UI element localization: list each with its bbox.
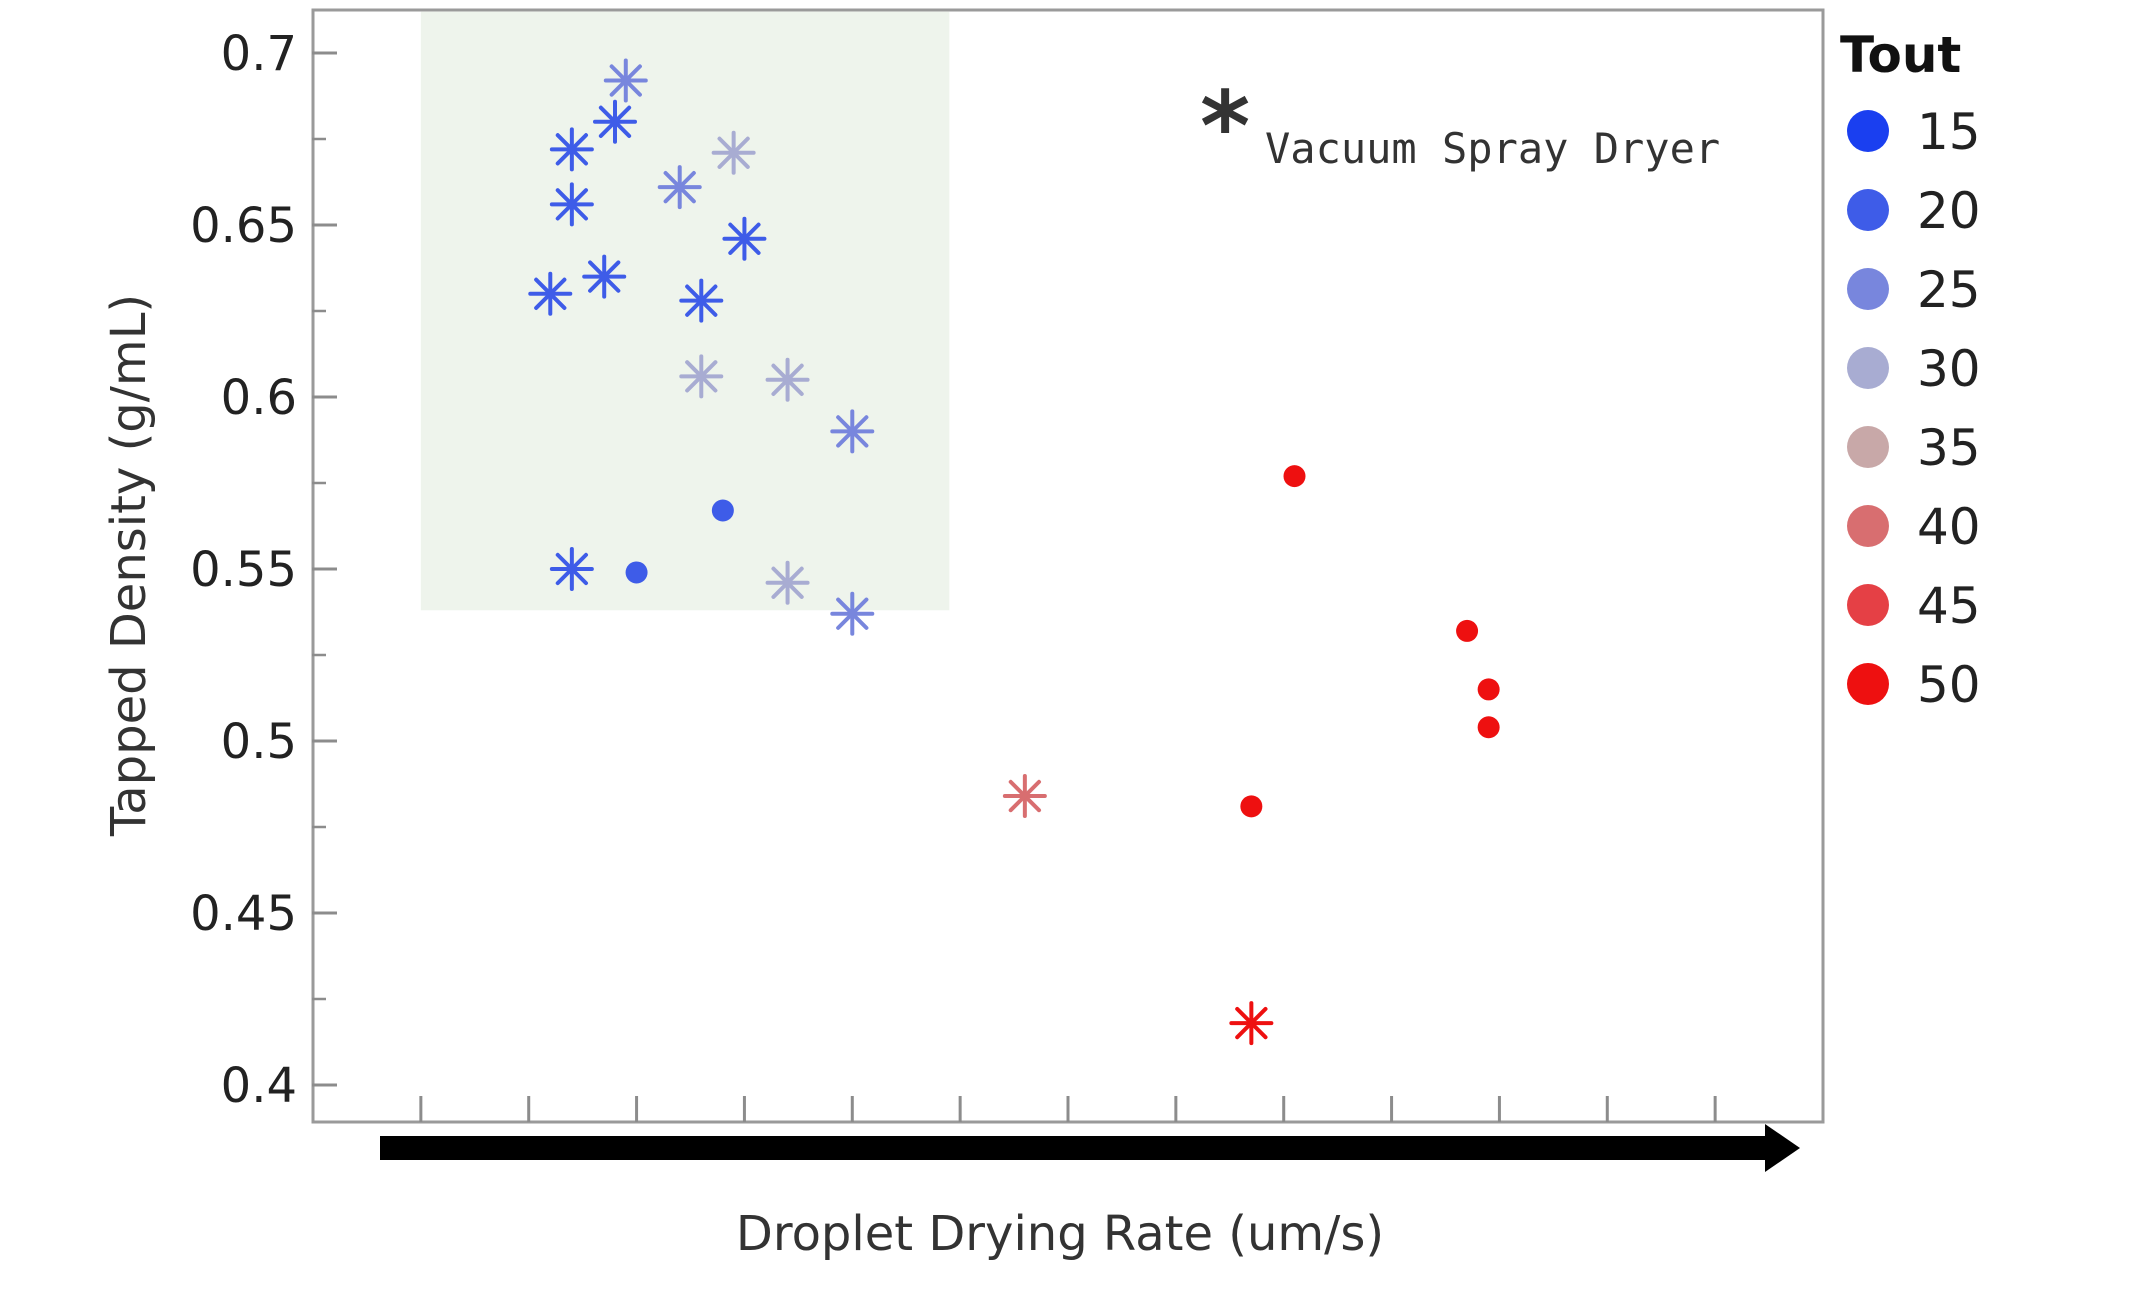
data-point-star xyxy=(528,271,573,316)
legend-label: 50 xyxy=(1917,656,1981,714)
legend-label: 30 xyxy=(1917,340,1981,398)
legend: Tout 15 20 25 30 35 40 45 50 xyxy=(1840,26,1981,714)
legend-label: 15 xyxy=(1917,103,1981,161)
y-tick-label: 0.65 xyxy=(190,198,297,254)
marker-note-symbol: * xyxy=(1200,71,1250,183)
star-stroke xyxy=(836,415,869,448)
y-axis: 0.4 0.45 0.5 0.55 0.6 0.65 0.7 xyxy=(190,26,337,1114)
legend-swatch xyxy=(1847,584,1889,626)
star-stroke xyxy=(771,363,804,396)
data-point-circle xyxy=(1477,678,1500,701)
legend-label: 20 xyxy=(1917,182,1981,240)
legend-swatch xyxy=(1847,189,1889,231)
star-stroke xyxy=(609,64,642,97)
data-point-circle xyxy=(1240,795,1263,818)
star-stroke xyxy=(555,188,588,221)
data-point-star xyxy=(582,254,627,299)
direction-arrow-shaft xyxy=(380,1136,1770,1160)
star-stroke xyxy=(836,597,869,630)
data-point-star xyxy=(1002,774,1047,819)
data-point-star xyxy=(722,216,767,261)
legend-label: 35 xyxy=(1917,419,1981,477)
x-axis-title: Droplet Drying Rate (um/s) xyxy=(736,1206,1384,1262)
data-point-star xyxy=(679,278,724,323)
data-point-star xyxy=(603,58,648,103)
legend-label: 25 xyxy=(1917,261,1981,319)
y-tick-label: 0.7 xyxy=(221,26,297,82)
marker-note: * Vacuum Spray Dryer xyxy=(1200,71,1720,183)
star-stroke xyxy=(1235,1006,1268,1040)
data-points xyxy=(528,58,1500,1046)
data-point-star xyxy=(830,591,875,636)
star-stroke xyxy=(728,222,761,255)
data-point-star xyxy=(765,560,810,605)
y-tick-label: 0.6 xyxy=(221,370,297,426)
data-point-star xyxy=(657,165,702,210)
legend-swatch xyxy=(1847,426,1889,468)
star-stroke xyxy=(717,136,750,169)
y-tick-label: 0.5 xyxy=(221,714,297,770)
data-point-circle xyxy=(625,561,648,584)
star-stroke xyxy=(685,284,718,317)
y-axis-title: Tapped Density (g/mL) xyxy=(101,294,157,837)
data-point-circle xyxy=(1456,619,1479,642)
star-stroke xyxy=(588,260,621,293)
data-point-star xyxy=(765,357,810,402)
legend-swatch xyxy=(1847,347,1889,389)
star-stroke xyxy=(555,552,588,586)
data-point-circle xyxy=(1477,716,1500,739)
y-tick-label: 0.4 xyxy=(221,1058,297,1114)
data-point-star xyxy=(830,409,875,454)
data-point-star xyxy=(593,99,637,144)
direction-arrow-head xyxy=(1765,1124,1800,1172)
star-stroke xyxy=(555,133,588,166)
star-stroke xyxy=(1008,779,1041,813)
data-point-star xyxy=(549,127,594,172)
star-stroke xyxy=(663,171,696,204)
data-point-circle xyxy=(711,499,734,522)
legend-label: 45 xyxy=(1917,577,1981,635)
legend-swatch xyxy=(1847,110,1889,152)
star-stroke xyxy=(598,105,632,138)
data-point-star xyxy=(711,130,756,175)
x-axis-ticks xyxy=(419,1096,1717,1122)
y-tick-label: 0.45 xyxy=(190,886,297,942)
legend-title: Tout xyxy=(1840,26,1961,84)
legend-swatch xyxy=(1847,505,1889,547)
data-point-star xyxy=(679,354,724,399)
direction-arrow xyxy=(380,1124,1800,1172)
y-tick-label: 0.55 xyxy=(190,542,297,598)
star-stroke xyxy=(771,566,804,599)
marker-note-text: Vacuum Spray Dryer xyxy=(1265,124,1720,173)
legend-swatch xyxy=(1847,663,1889,705)
highlight-region xyxy=(420,11,950,611)
data-point-circle xyxy=(1283,465,1306,488)
legend-label: 40 xyxy=(1917,498,1981,556)
data-point-star xyxy=(549,547,594,591)
data-point-star xyxy=(549,182,594,227)
data-point-star xyxy=(1229,1001,1274,1046)
star-stroke xyxy=(685,360,718,393)
legend-swatch xyxy=(1847,268,1889,310)
star-stroke xyxy=(534,277,567,310)
